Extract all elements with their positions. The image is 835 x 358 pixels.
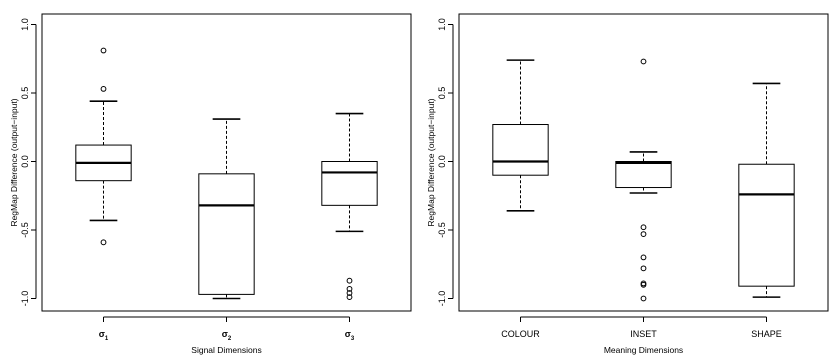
x-tick-label: σ1 — [99, 329, 109, 342]
x-tick-label-base: σ — [222, 329, 228, 339]
chart-panel-1: -1.0 -0.5 0.0 0.5 1.0 RegMap Difference (outp… — [9, 13, 412, 355]
y-tick-label: -0.5 — [20, 222, 30, 238]
y-axis-title: RegMap Difference (output−input) — [426, 98, 436, 226]
iqr-box — [321, 161, 378, 206]
outlier-point — [640, 231, 647, 238]
outlier-point — [640, 58, 647, 65]
box-group — [738, 82, 795, 298]
x-tick-label: COLOUR — [501, 329, 540, 339]
outlier-point — [640, 224, 647, 231]
box-group — [198, 118, 255, 300]
plot-frame — [41, 13, 412, 312]
iqr-box — [492, 124, 549, 176]
box-group — [321, 112, 378, 301]
x-tick-label-base: INSET — [630, 329, 657, 339]
x-tick-label: INSET — [630, 329, 657, 339]
x-tick-label-subscript: 2 — [228, 336, 232, 342]
y-tick-label: 0.5 — [437, 87, 447, 100]
chart-panel-2: -1.0 -0.5 0.0 0.5 1.0 RegMap Difference (outp… — [426, 13, 829, 355]
iqr-box — [615, 161, 672, 189]
outlier-point — [640, 265, 647, 272]
outlier-point — [346, 294, 353, 301]
box-group — [615, 58, 672, 302]
outlier-point — [100, 47, 107, 54]
plot-frame — [458, 13, 829, 312]
x-tick-label: σ3 — [345, 329, 355, 342]
iqr-box — [198, 173, 255, 295]
box-group — [75, 47, 132, 246]
y-tick-label: -1.0 — [20, 291, 30, 307]
y-tick-label: 0.0 — [437, 155, 447, 168]
y-tick-label: 0.5 — [20, 87, 30, 100]
x-axis-title: Signal Dimensions — [191, 345, 261, 355]
y-tick-label: 0.0 — [20, 155, 30, 168]
y-tick-label: -1.0 — [437, 291, 447, 307]
x-tick-label-base: SHAPE — [751, 329, 782, 339]
x-tick-label-base: COLOUR — [501, 329, 540, 339]
x-axis-title: Meaning Dimensions — [604, 345, 683, 355]
outlier-point — [640, 254, 647, 261]
x-tick-label: SHAPE — [751, 329, 782, 339]
x-tick-label-base: σ — [345, 329, 351, 339]
box-group — [492, 59, 549, 212]
outlier-point — [346, 277, 353, 284]
x-tick-label-subscript: 1 — [105, 336, 109, 342]
outlier-point — [346, 290, 353, 296]
x-tick-label-subscript: 3 — [351, 336, 355, 342]
iqr-box — [738, 163, 795, 287]
y-axis-title: RegMap Difference (output−input) — [9, 98, 19, 226]
outlier-point — [640, 281, 647, 288]
outlier-point — [100, 239, 107, 246]
x-tick-label: σ2 — [222, 329, 232, 342]
y-tick-label: 1.0 — [437, 18, 447, 31]
outlier-point — [100, 85, 107, 92]
outlier-point — [640, 295, 647, 302]
y-tick-label: 1.0 — [20, 18, 30, 31]
x-tick-label-base: σ — [99, 329, 105, 339]
y-tick-label: -0.5 — [437, 222, 447, 238]
outlier-point — [346, 286, 353, 292]
